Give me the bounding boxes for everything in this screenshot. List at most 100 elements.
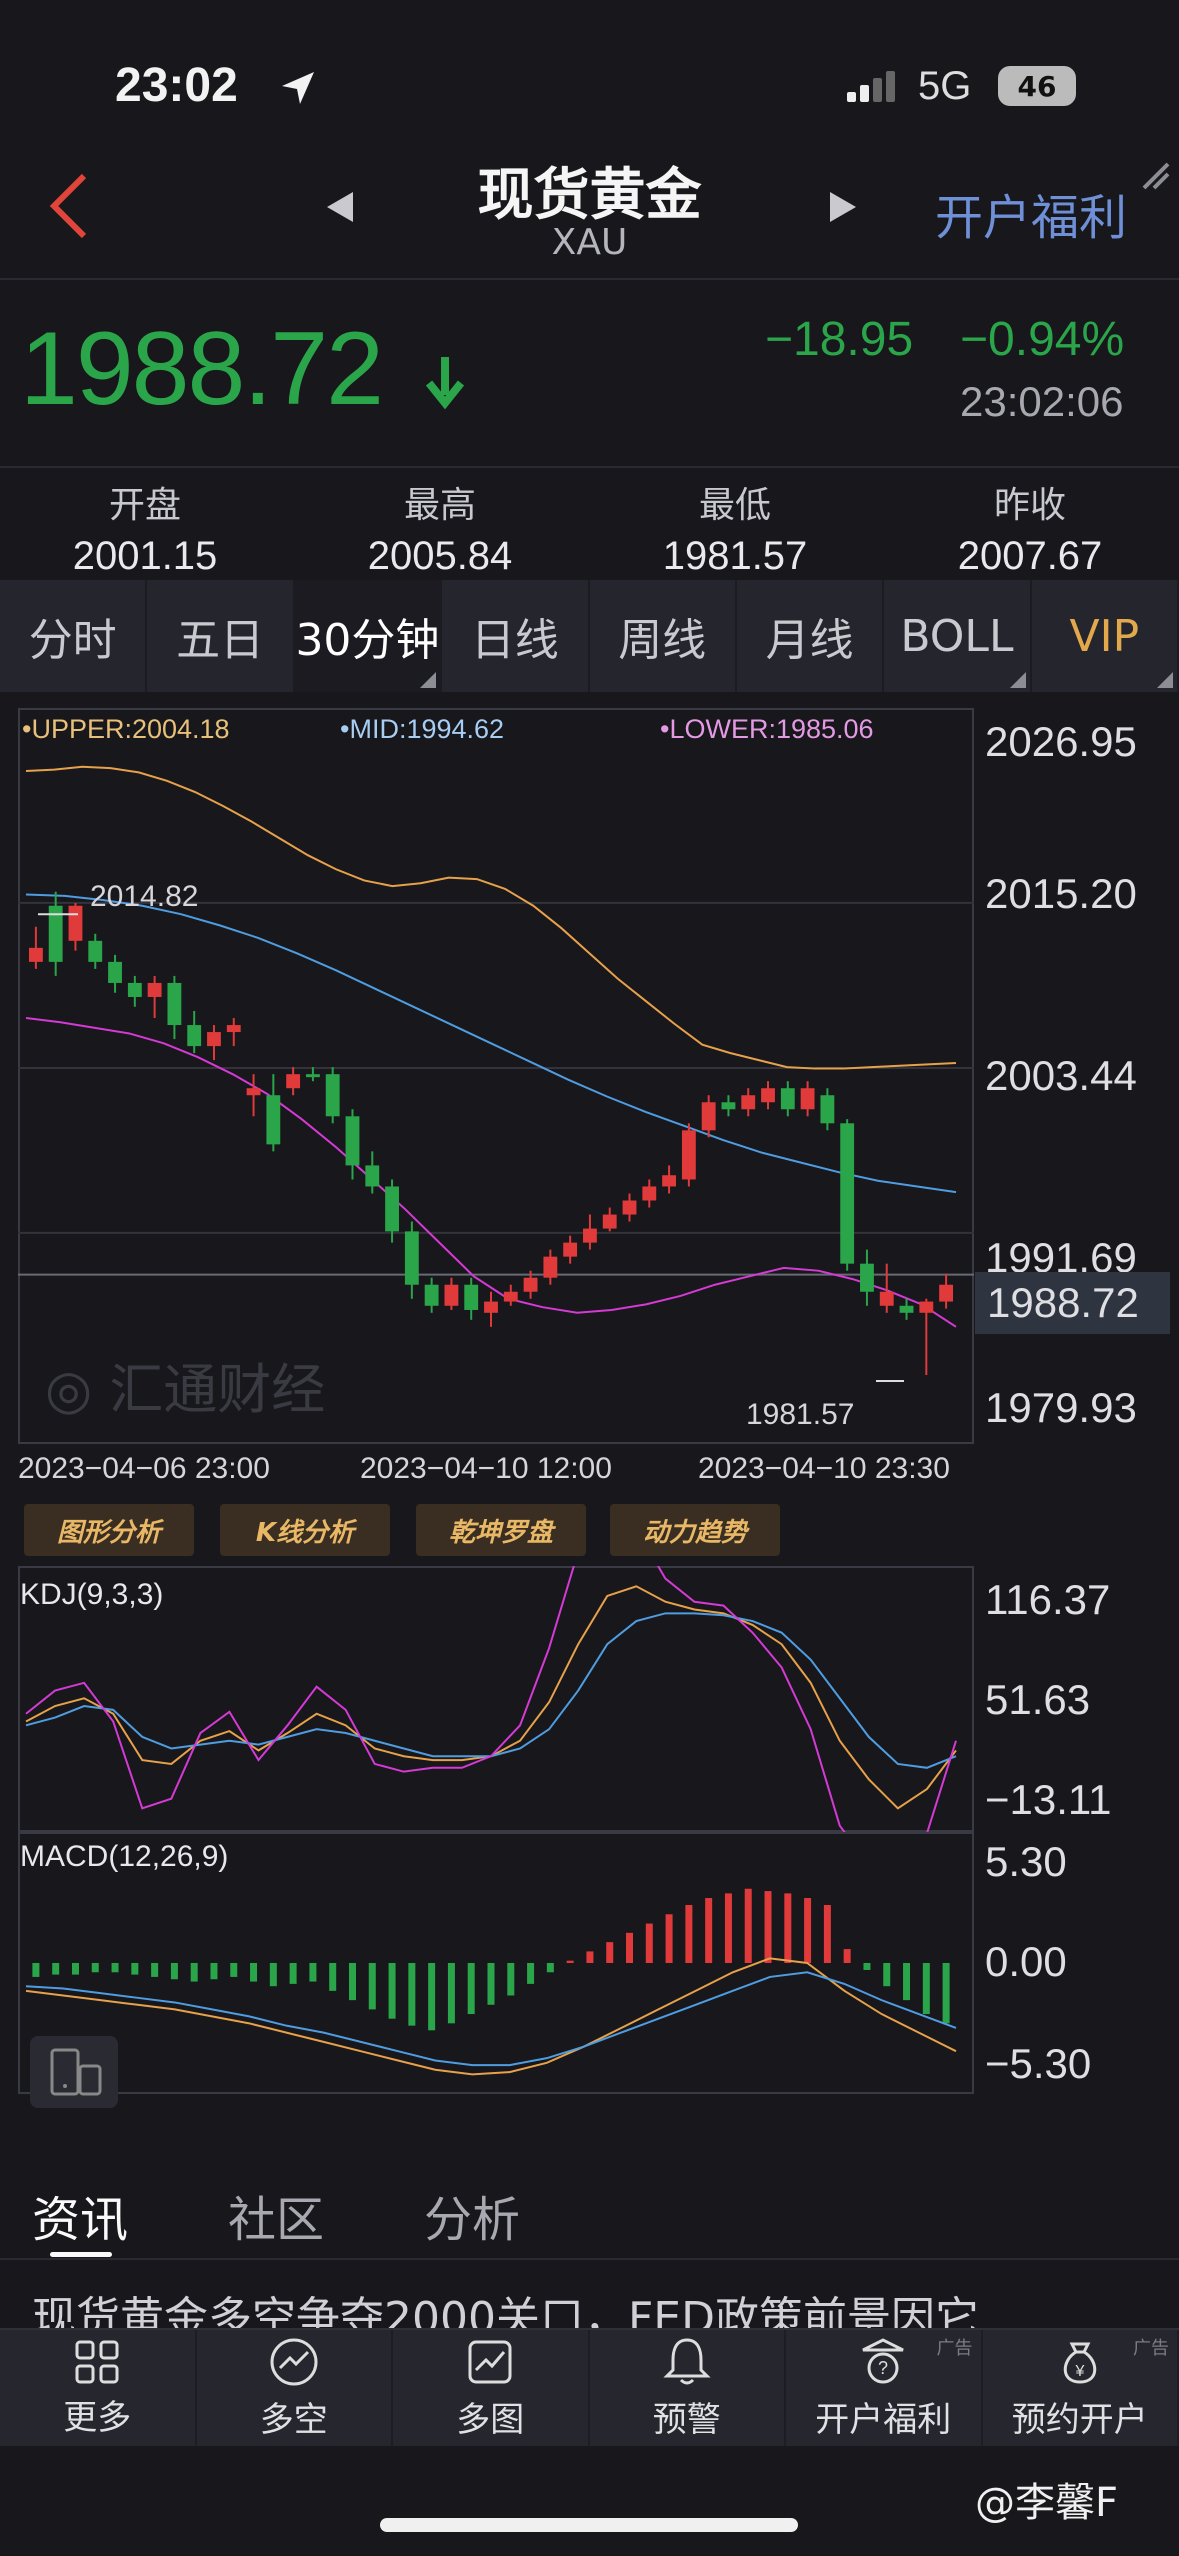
tab-monthly[interactable]: 月线 [737,580,885,692]
candle-body [404,1231,419,1285]
macd-histogram-bar [606,1942,614,1963]
candle-body [48,905,63,962]
legend-mid: •MID:1994.62 [340,714,505,744]
candle-body [602,1214,617,1229]
trend-circle-icon [270,2338,318,2385]
macd-histogram-bar [230,1963,238,1977]
candle-body [246,1088,261,1096]
candlestick-chart[interactable] [18,708,974,1444]
macd-histogram-bar [665,1914,673,1963]
back-chevron-icon[interactable] [42,170,102,240]
candle-body [820,1095,835,1124]
tab-community[interactable]: 社区 [228,2192,325,2248]
macd-histogram-bar [250,1963,258,1982]
kdj-j-line [25,1566,957,1832]
tab-analysis[interactable]: 分析 [424,2192,521,2248]
tab-30min[interactable]: 30分钟 [294,580,443,692]
macd-chart[interactable] [18,1832,974,2094]
bell-icon [663,2337,711,2384]
tool-chart-analysis-button[interactable]: 图形分析 [24,1504,194,1556]
candle-body [543,1256,558,1278]
tab-vip[interactable]: VIP [1032,580,1179,692]
prev-instrument-icon[interactable] [325,190,355,224]
active-tab-indicator [50,2252,112,2257]
tab-daily[interactable]: 日线 [442,580,590,692]
candle-body [385,1186,399,1232]
tab-five-day[interactable]: 五日 [147,580,295,692]
candle-body [642,1186,657,1201]
macd-histogram-bar [269,1963,277,1987]
macd-histogram-bar [843,1949,851,1963]
svg-text:¥: ¥ [1074,2363,1084,2380]
macd-histogram-bar [942,1963,950,2024]
nav-more[interactable]: 更多 [0,2330,197,2446]
tool-compass-button[interactable]: 乾坤罗盘 [416,1504,586,1556]
page-title: 现货黄金 [477,163,702,228]
tab-weekly[interactable]: 周线 [590,580,737,692]
date-label-3: 2023−04−10 23:30 [698,1452,950,1485]
grid-icon [75,2340,119,2383]
nav-alert[interactable]: 预警 [590,2330,786,2446]
tab-intraday[interactable]: 分时 [0,580,148,692]
legend-upper: •UPPER:2004.18 [22,714,230,744]
candle-body [681,1130,696,1180]
macd-histogram-bar [507,1963,515,1996]
open-account-promo-button[interactable]: 开户福利 [935,190,1128,246]
money-bag-icon: ¥ [1063,2342,1096,2384]
candle-body [305,1074,320,1078]
boll-lower-line [25,1017,957,1328]
macd-histogram-bar [111,1963,119,1973]
period-tabs: 分时 五日 30分钟 日线 周线 月线 BOLL VIP [0,580,1179,692]
candle-body [780,1088,795,1110]
candle-body [365,1165,380,1187]
tool-kline-analysis-button[interactable]: K线分析 [220,1504,390,1556]
macd-histogram-bar [903,1963,911,2001]
nav-multi-chart[interactable]: 多图 [393,2330,590,2446]
macd-histogram-bar [527,1963,535,1984]
candle-body [127,982,142,997]
macd-histogram-bar [724,1893,732,1963]
tab-news[interactable]: 资讯 [32,2192,129,2248]
macd-histogram-bar [151,1963,159,1977]
svg-text:?: ? [878,2358,888,2378]
home-indicator[interactable] [380,2518,798,2532]
date-label-1: 2023−04−06 23:00 [18,1452,270,1485]
macd-histogram-bar [566,1960,574,1963]
kdj-tick-2: 51.63 [985,1676,1091,1723]
ad-tag: 广告 [936,2338,973,2359]
macd-histogram-bar [863,1963,871,1970]
candle-body [503,1291,518,1302]
macd-tick-2: 0.00 [985,1938,1067,1985]
candle-body [345,1116,360,1166]
macd-histogram-bar [784,1893,792,1963]
candle-body [523,1277,538,1292]
macd-histogram-bar [645,1923,653,1963]
tool-momentum-button[interactable]: 动力趋势 [610,1504,780,1556]
macd-dea-line [25,1971,957,2067]
nav-long-short[interactable]: 多空 [197,2330,393,2446]
nav-book-account[interactable]: 广告 ¥ 预约开户 [983,2330,1179,2446]
next-instrument-icon[interactable] [828,190,858,224]
y-tick-3: 2003.44 [985,1052,1137,1099]
candle-body [226,1025,241,1033]
candle-body [662,1175,677,1187]
nav-open-account-benefit[interactable]: 广告 ? 开户福利 [786,2330,983,2446]
tab-indicator-boll[interactable]: BOLL [884,580,1032,692]
macd-histogram-bar [170,1963,178,1980]
candle-body [741,1095,756,1110]
candle-body [325,1074,340,1117]
stat-open: 开盘 2001.15 [72,485,218,578]
quote-time: 23:02:06 [960,378,1124,425]
macd-histogram-bar [289,1963,297,1984]
stat-low: 最低 1981.57 [662,485,808,578]
candle-body [424,1284,439,1306]
down-arrow-icon [425,357,465,410]
rotate-screen-button[interactable] [30,2036,118,2108]
candle-body [721,1102,736,1110]
macd-histogram-bar [546,1963,554,1973]
boll-upper-line [25,765,957,1070]
candle-body [88,940,103,962]
multi-chart-icon [468,2340,512,2383]
kdj-chart[interactable] [18,1566,974,1832]
stat-high: 最高 2005.84 [367,485,513,578]
